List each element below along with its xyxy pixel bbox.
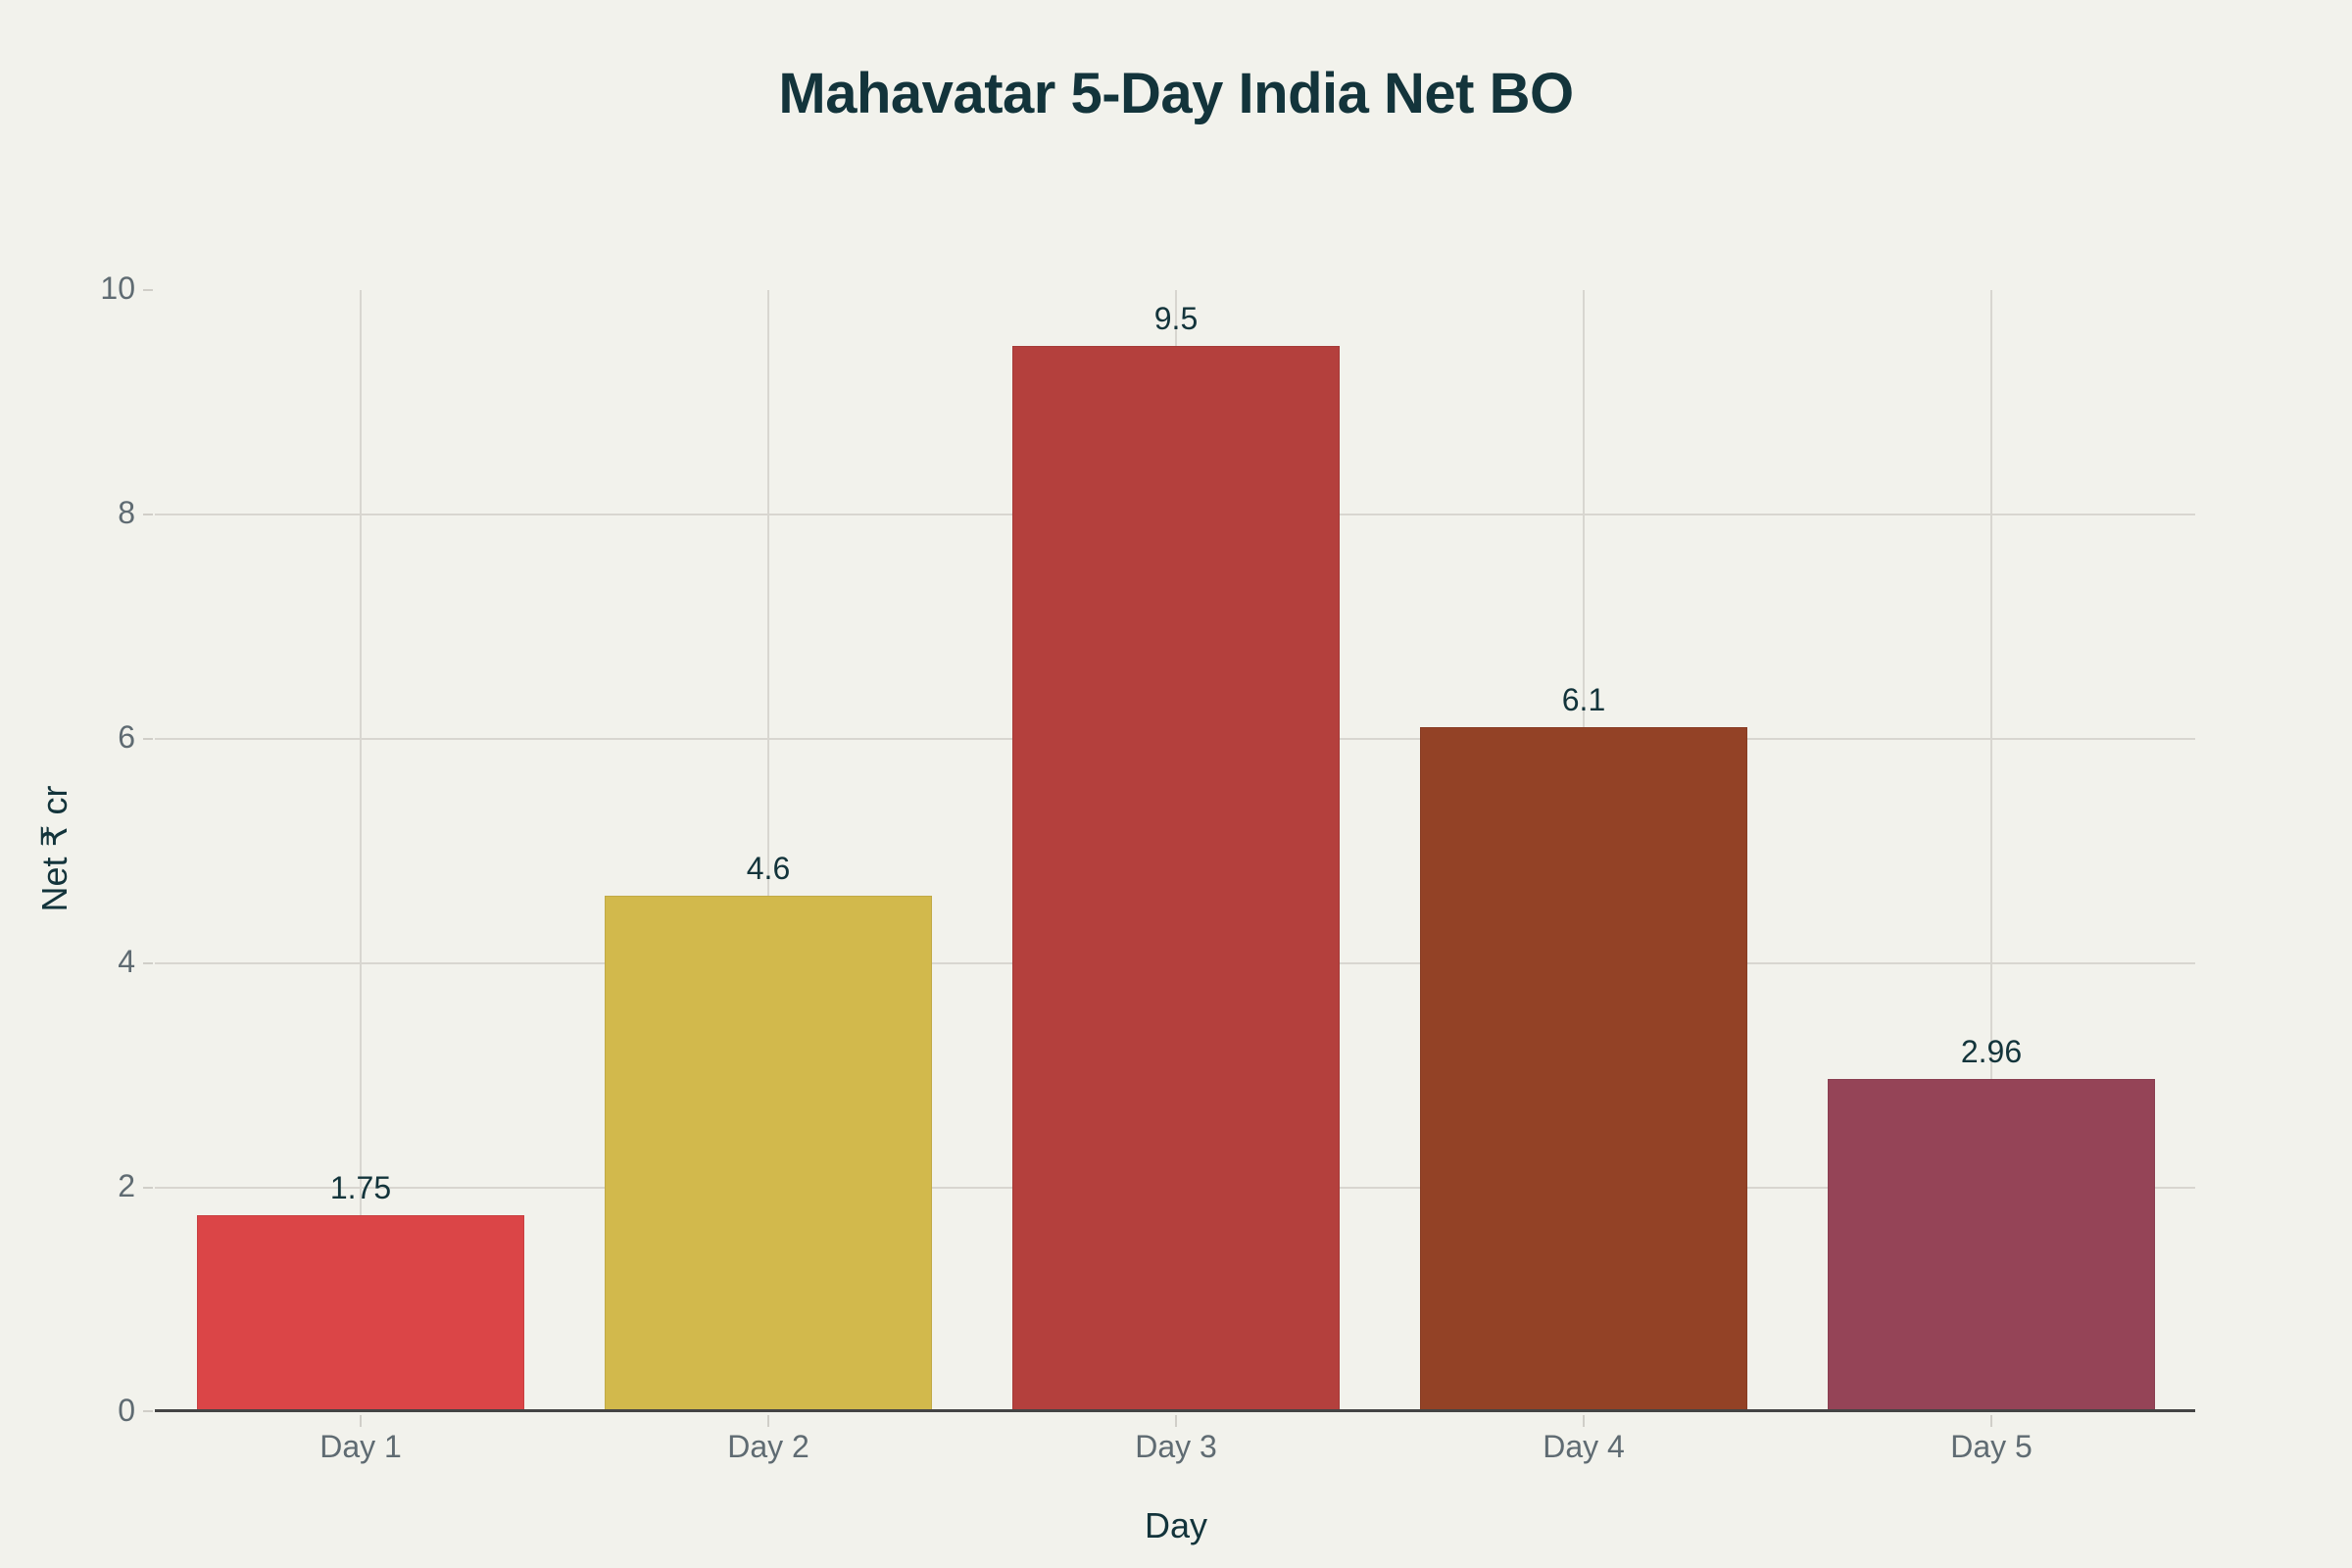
gridline-x-day5 bbox=[1990, 290, 1992, 1411]
ytick-mark-4 bbox=[143, 962, 153, 964]
ytick-label-2: 2 bbox=[118, 1168, 135, 1203]
ytick-mark-6 bbox=[143, 738, 153, 740]
bar-day-1[interactable] bbox=[197, 1215, 524, 1411]
bar-day-4[interactable] bbox=[1420, 727, 1747, 1411]
bar-value-label-day-2: 4.6 bbox=[746, 851, 791, 886]
xtick-mark-day-5 bbox=[1990, 1415, 1992, 1427]
ytick-mark-0 bbox=[143, 1410, 153, 1412]
bar-value-label-day-5: 2.96 bbox=[1960, 1034, 2023, 1069]
xtick-mark-day-2 bbox=[767, 1415, 769, 1427]
ytick-label-6: 6 bbox=[118, 719, 135, 755]
y-axis-title: Net ₹ cr bbox=[34, 785, 74, 912]
chart-title: Mahavatar 5-Day India Net BO bbox=[778, 62, 1574, 125]
bar-value-label-day-1: 1.75 bbox=[329, 1170, 392, 1205]
xtick-label-day-1: Day 1 bbox=[319, 1429, 402, 1464]
xtick-label-day-5: Day 5 bbox=[1950, 1429, 2033, 1464]
bar-value-label-day-4: 6.1 bbox=[1561, 682, 1606, 717]
ytick-label-0: 0 bbox=[118, 1393, 135, 1428]
xtick-label-day-4: Day 4 bbox=[1543, 1429, 1625, 1464]
ytick-label-4: 4 bbox=[118, 944, 135, 979]
xtick-mark-day-4 bbox=[1583, 1415, 1585, 1427]
xtick-mark-day-3 bbox=[1175, 1415, 1177, 1427]
ytick-label-10: 10 bbox=[100, 270, 135, 306]
ytick-mark-2 bbox=[143, 1187, 153, 1189]
x-axis-title: Day bbox=[1144, 1505, 1208, 1545]
bar-day-2[interactable] bbox=[605, 896, 932, 1411]
ytick-label-8: 8 bbox=[118, 495, 135, 530]
gridline-x-day1 bbox=[360, 290, 362, 1411]
bar-day-5[interactable] bbox=[1828, 1079, 2155, 1411]
xtick-label-day-2: Day 2 bbox=[727, 1429, 809, 1464]
x-axis-line bbox=[155, 1409, 2195, 1412]
bar-day-3[interactable] bbox=[1012, 346, 1340, 1411]
xtick-mark-day-1 bbox=[360, 1415, 362, 1427]
ytick-mark-8 bbox=[143, 514, 153, 515]
xtick-label-day-3: Day 3 bbox=[1135, 1429, 1217, 1464]
gridline-x-day2 bbox=[767, 290, 769, 1411]
bar-value-label-day-3: 9.5 bbox=[1153, 301, 1199, 336]
ytick-mark-10 bbox=[143, 289, 153, 291]
